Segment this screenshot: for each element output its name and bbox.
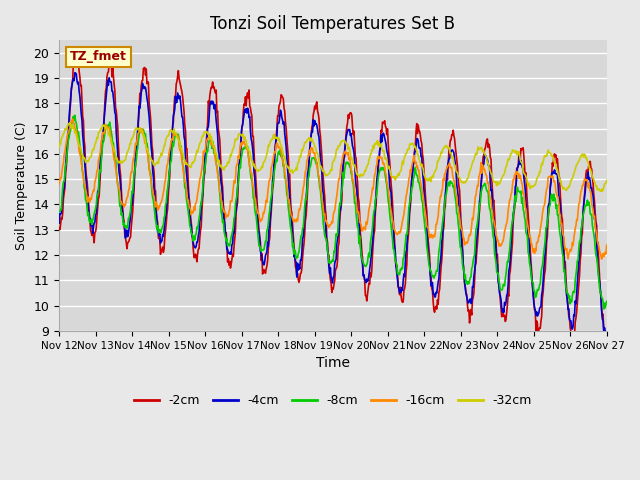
Text: TZ_fmet: TZ_fmet [70,50,127,63]
Title: Tonzi Soil Temperatures Set B: Tonzi Soil Temperatures Set B [211,15,456,33]
Y-axis label: Soil Temperature (C): Soil Temperature (C) [15,121,28,250]
X-axis label: Time: Time [316,356,350,370]
Legend: -2cm, -4cm, -8cm, -16cm, -32cm: -2cm, -4cm, -8cm, -16cm, -32cm [129,389,537,412]
